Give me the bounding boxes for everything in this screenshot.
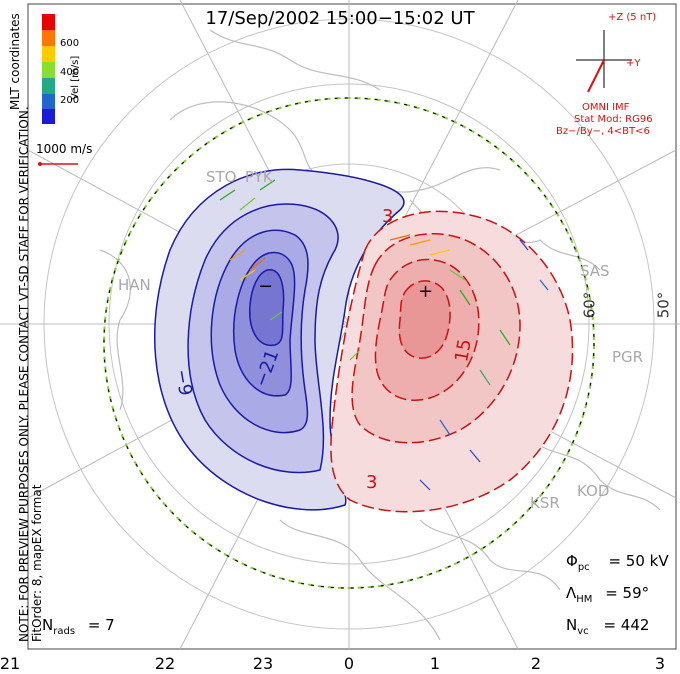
mlt-tick: 21 xyxy=(0,654,21,673)
station-label: HAN xyxy=(118,276,151,294)
latitude-label: 50° xyxy=(654,291,673,319)
colorbar-label: Vel [m/s] xyxy=(70,55,81,100)
mlt-tick: 2 xyxy=(530,654,542,673)
velocity-vectors xyxy=(219,179,549,491)
boundary-outline xyxy=(103,97,595,589)
boundary-stat: ΛHM = 59° xyxy=(566,584,650,605)
station-label: KOD xyxy=(577,482,610,500)
fit-order-note: FitOrder: 8, mapEX format xyxy=(30,484,44,642)
page-title: 17/Sep/2002 15:00−15:02 UT xyxy=(205,8,475,29)
station-label: KSR xyxy=(530,494,560,512)
contour-label: 15 xyxy=(451,337,476,364)
negative-cell xyxy=(153,168,405,511)
imf-dial xyxy=(576,30,632,93)
mlt-tick: 23 xyxy=(252,654,274,673)
colorbar-tick: 200 xyxy=(60,95,80,106)
coordinate-label: MLT coordinates xyxy=(8,13,22,110)
mlt-tick: 1 xyxy=(429,654,441,673)
vector-count-stat: Nvc = 442 xyxy=(566,616,650,637)
imf-source: OMNI IMF xyxy=(582,102,630,113)
station-label: PYK xyxy=(245,168,273,186)
plot-frame xyxy=(27,3,677,650)
contour-label: 3 xyxy=(382,206,394,227)
stat-model: Stat Mod: RG96 xyxy=(574,114,653,125)
min-marker: − xyxy=(258,276,273,297)
colorbar-tick: 600 xyxy=(60,38,80,49)
contour-label: 3 xyxy=(366,472,378,493)
station-label: PGR xyxy=(612,348,644,366)
radar-count-stat: Nrads = 7 xyxy=(42,616,115,637)
colorbar-tick: 400 xyxy=(60,67,80,78)
imf-plus-y: +Y xyxy=(626,58,641,69)
station-label: SAS xyxy=(580,262,610,280)
potential-stat: Φpc = 50 kV xyxy=(566,552,669,573)
imf-plus-z: +Z (5 nT) xyxy=(608,12,657,23)
mlt-tick: 22 xyxy=(154,654,176,673)
station-label: STO xyxy=(206,168,237,186)
positive-cell xyxy=(330,210,574,513)
mlt-tick: 0 xyxy=(343,654,355,673)
side-note: NOTE: FOR PREVIEW PURPOSES ONLY. PLEASE … xyxy=(17,106,44,642)
max-marker: + xyxy=(418,281,433,302)
imf-conditions: Bz−/By−, 4<BT<6 xyxy=(556,126,650,137)
reference-vector xyxy=(38,162,78,166)
velocity-colorbar xyxy=(42,14,55,124)
latitude-label: 60° xyxy=(580,291,599,319)
reference-vector-label: 1000 m/s xyxy=(36,142,93,156)
mlt-tick: 3 xyxy=(654,654,666,673)
contour-label: −9 xyxy=(170,367,196,398)
